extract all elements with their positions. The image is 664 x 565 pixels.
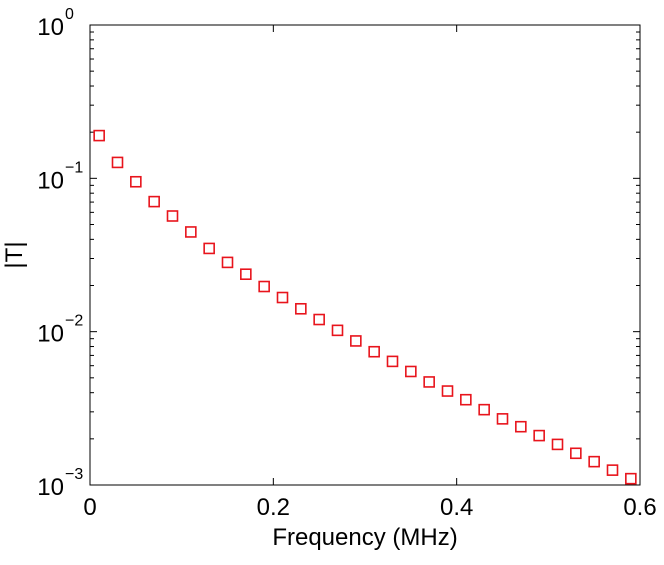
data-point (551, 438, 564, 451)
data-point (350, 335, 362, 347)
data-point (625, 472, 637, 485)
x-tick-label: 0 (83, 494, 96, 521)
x-tick-label: 0.2 (257, 494, 290, 521)
data-point (111, 156, 124, 169)
data-point (386, 355, 399, 368)
x-axis-label: Frequency (MHz) (272, 524, 457, 551)
data-point (515, 420, 527, 433)
y-tick-label: 10 −2 (37, 313, 83, 348)
data-point (295, 302, 307, 315)
data-point (240, 268, 252, 281)
y-tick-exponent: −3 (65, 466, 83, 483)
y-tick-label: 10 −3 (37, 466, 83, 501)
y-tick-exponent: −2 (65, 313, 83, 330)
data-point (93, 129, 105, 142)
data-point (221, 256, 234, 269)
data-point (423, 376, 435, 388)
data-series (93, 129, 637, 485)
data-point (606, 464, 619, 476)
data-point (185, 226, 197, 238)
data-point (130, 175, 142, 188)
y-tick-label: 10 −1 (37, 159, 83, 194)
data-point (460, 393, 472, 406)
data-point (166, 210, 179, 222)
data-point (496, 413, 509, 425)
x-axis: 0 0.2 0.4 0.6 (83, 25, 657, 521)
x-tick-label: 0.4 (440, 494, 473, 521)
data-point (368, 345, 380, 358)
x-tick-label: 0.6 (623, 494, 656, 521)
data-point (331, 324, 344, 337)
data-point (570, 447, 582, 460)
y-tick-exponent: −1 (65, 159, 83, 176)
data-point (588, 455, 600, 468)
plot-area (89, 24, 641, 486)
data-point (258, 280, 270, 293)
y-axis-label: |T| (1, 241, 28, 268)
data-point (203, 242, 215, 255)
data-point (478, 403, 490, 416)
y-tick-base: 10 (37, 14, 64, 41)
data-point (313, 313, 325, 326)
y-tick-base: 10 (37, 321, 64, 348)
data-point (441, 385, 454, 397)
y-tick-base: 10 (37, 167, 64, 194)
y-tick-label: 10 0 (37, 6, 74, 41)
data-point (276, 291, 289, 304)
y-tick-base: 10 (37, 474, 64, 501)
data-point (533, 429, 545, 442)
data-point (405, 365, 417, 378)
data-point (148, 195, 160, 208)
y-tick-exponent: 0 (65, 6, 74, 23)
